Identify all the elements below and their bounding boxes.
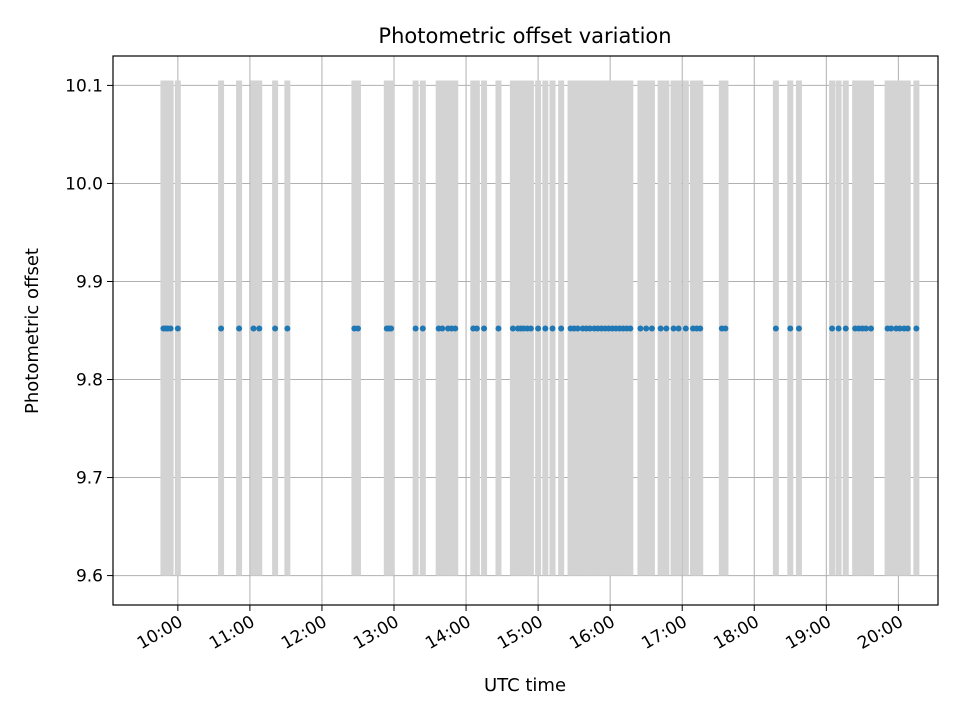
- data-point: [284, 325, 291, 332]
- x-tick-label: 10:00: [134, 612, 186, 654]
- data-point: [250, 325, 257, 332]
- data-point: [722, 325, 729, 332]
- data-point: [670, 325, 677, 332]
- data-point: [648, 325, 655, 332]
- y-axis-ticks: 9.6 9.7 9.8 9.9 10.0 10.1: [65, 76, 113, 587]
- data-point: [682, 325, 689, 332]
- y-tick-label: 10.0: [65, 174, 103, 194]
- data-point: [637, 325, 644, 332]
- data-point: [272, 325, 279, 332]
- data-point: [697, 325, 704, 332]
- data-point: [795, 325, 802, 332]
- data-point: [218, 325, 225, 332]
- data-point: [388, 325, 395, 332]
- data-point: [663, 325, 670, 332]
- data-point: [167, 325, 174, 332]
- data-point: [419, 325, 426, 332]
- data-point: [627, 325, 634, 332]
- data-point: [439, 325, 446, 332]
- data-point: [481, 325, 488, 332]
- data-point: [835, 325, 842, 332]
- data-point: [896, 325, 903, 332]
- x-axis-ticks: 10:00 11:00 12:00 13:00 14:00 15:00 16:00 17:00…: [134, 605, 907, 654]
- x-tick-label: 13:00: [350, 612, 402, 654]
- x-tick-label: 19:00: [782, 612, 834, 654]
- plot-area-frame: [112, 55, 939, 606]
- y-tick-label: 9.7: [76, 469, 103, 489]
- data-point: [772, 325, 779, 332]
- data-point: [888, 325, 895, 332]
- data-point: [842, 325, 849, 332]
- x-tick-label: 12:00: [278, 612, 330, 654]
- x-tick-label: 18:00: [710, 612, 762, 654]
- data-point: [787, 325, 794, 332]
- data-point: [236, 325, 243, 332]
- data-point: [542, 325, 549, 332]
- y-tick-label: 10.1: [65, 76, 103, 96]
- data-point: [412, 325, 419, 332]
- data-point: [558, 325, 565, 332]
- data-point: [354, 325, 361, 332]
- data-point: [452, 325, 459, 332]
- data-point: [586, 325, 593, 332]
- data-point: [527, 325, 534, 332]
- data-point: [174, 325, 181, 332]
- data-point: [675, 325, 682, 332]
- data-point: [862, 325, 869, 332]
- y-axis-label: Photometric offset: [22, 248, 43, 414]
- x-tick-label: 14:00: [422, 612, 474, 654]
- x-tick-label: 16:00: [566, 612, 618, 654]
- y-tick-label: 9.8: [76, 371, 103, 391]
- x-tick-label: 20:00: [854, 612, 906, 654]
- chart-title: Photometric offset variation: [378, 24, 671, 48]
- x-axis-label: UTC time: [484, 675, 566, 696]
- data-point: [867, 325, 874, 332]
- x-tick-label: 15:00: [494, 612, 546, 654]
- data-point: [535, 325, 542, 332]
- data-point: [643, 325, 650, 332]
- data-point: [473, 325, 480, 332]
- data-point: [549, 325, 556, 332]
- data-point: [509, 325, 516, 332]
- data-point: [657, 325, 664, 332]
- data-point: [495, 325, 502, 332]
- data-point: [574, 325, 581, 332]
- y-tick-label: 9.9: [76, 272, 103, 292]
- data-point: [913, 325, 920, 332]
- y-tick-label: 9.6: [76, 567, 103, 587]
- data-point: [256, 325, 263, 332]
- x-tick-label: 17:00: [638, 612, 690, 654]
- data-point: [829, 325, 836, 332]
- data-point: [904, 325, 911, 332]
- x-tick-label: 11:00: [206, 612, 258, 654]
- data-points: [160, 325, 920, 332]
